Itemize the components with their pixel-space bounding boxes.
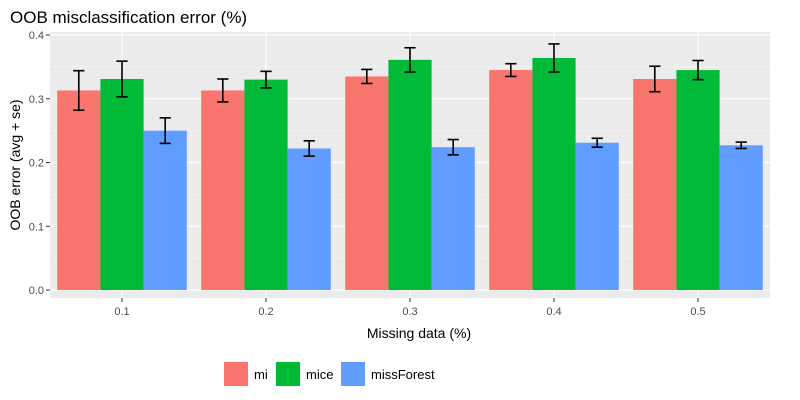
legend-label: missForest <box>371 367 435 382</box>
x-tick-label: 0.2 <box>258 306 273 318</box>
bar-missForest-0.5 <box>719 145 763 290</box>
chart-title: OOB misclassification error (%) <box>10 8 247 27</box>
error-bar-missForest-0.1 <box>159 117 171 145</box>
error-bar-mi-0.2 <box>217 78 229 103</box>
bar-mice-0.3 <box>388 59 432 290</box>
error-bar-mi-0.4 <box>505 62 517 78</box>
bar-mice-0.1 <box>100 78 144 290</box>
bar-missForest-0.1 <box>143 130 187 290</box>
x-tick-label: 0.1 <box>114 306 129 318</box>
x-tick-label: 0.4 <box>546 306 561 318</box>
legend: mi mice missForest <box>224 362 435 386</box>
error-bar-mi-0.3 <box>361 68 373 85</box>
y-tick-label: 0.4 <box>29 30 44 42</box>
legend-label: mice <box>306 367 333 382</box>
bar-mice-0.4 <box>532 57 576 291</box>
bar-missForest-0.2 <box>287 148 331 290</box>
y-tick-label: 0.0 <box>29 285 44 297</box>
x-tick-label: 0.3 <box>402 306 417 318</box>
y-tick-label: 0.1 <box>29 221 44 233</box>
error-bar-mice-0.3 <box>404 46 416 73</box>
legend-swatch <box>276 362 300 386</box>
legend-item-mi: mi <box>224 362 268 386</box>
bar-mi-0.5 <box>633 78 677 290</box>
bar-missForest-0.3 <box>431 147 475 290</box>
legend-swatch <box>341 362 365 386</box>
legend-swatch <box>224 362 248 386</box>
bar-mice-0.5 <box>676 70 720 290</box>
bars <box>57 57 763 291</box>
y-tick-label: 0.3 <box>29 94 44 106</box>
error-bar-mi-0.5 <box>649 65 661 93</box>
error-bar-missForest-0.2 <box>303 140 315 157</box>
y-axis-title: OOB error (avg + se) <box>7 99 23 230</box>
bar-mi-0.3 <box>345 76 389 290</box>
error-bar-missForest-0.5 <box>735 141 747 150</box>
x-ticks: 0.1 0.2 0.3 0.4 0.5 <box>114 298 706 318</box>
y-tick-label: 0.2 <box>29 158 44 170</box>
bar-mi-0.1 <box>57 90 101 291</box>
bar-mi-0.4 <box>489 70 533 290</box>
bar-mice-0.2 <box>244 79 288 290</box>
legend-item-missForest: missForest <box>341 362 435 386</box>
error-bar-missForest-0.4 <box>591 137 603 148</box>
x-axis-title: Missing data (%) <box>367 325 471 341</box>
error-bar-mi-0.1 <box>73 69 85 112</box>
bar-mi-0.2 <box>201 90 245 291</box>
x-tick-label: 0.5 <box>690 306 705 318</box>
error-bar-missForest-0.3 <box>447 138 459 156</box>
error-bar-mice-0.2 <box>260 70 272 89</box>
error-bar-mice-0.4 <box>548 43 560 73</box>
y-ticks: 0.0 0.1 0.2 0.3 0.4 <box>29 30 50 297</box>
legend-item-mice: mice <box>276 362 333 386</box>
error-bar-mice-0.1 <box>116 60 128 98</box>
error-bar-mice-0.5 <box>692 59 704 81</box>
bar-missForest-0.4 <box>575 142 619 290</box>
error-bars <box>73 43 747 157</box>
legend-label: mi <box>254 367 268 382</box>
